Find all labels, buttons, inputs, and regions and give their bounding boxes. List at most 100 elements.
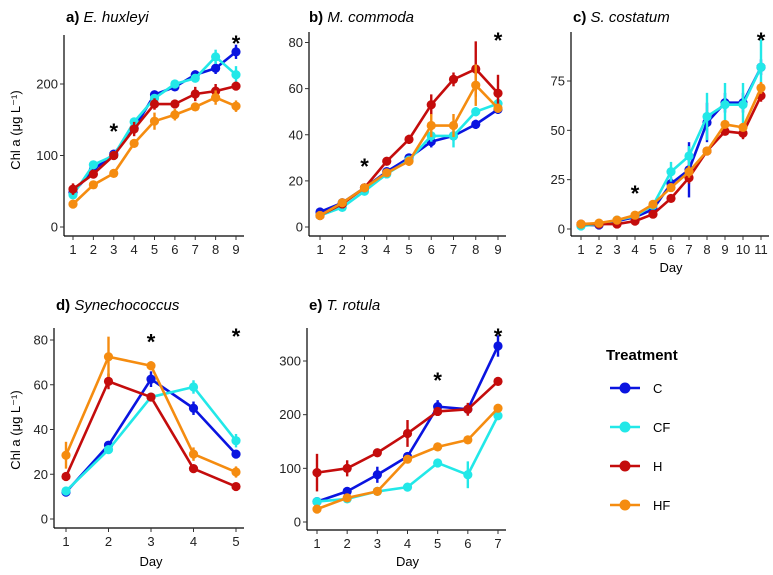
data-point: [109, 150, 119, 161]
panel-title: e) T. rotula: [309, 297, 380, 314]
significance-marker: *: [433, 368, 442, 393]
series-HF: [315, 64, 503, 221]
x-tick-label: 5: [405, 242, 412, 257]
species-name: Synechococcus: [74, 297, 180, 314]
data-point: [312, 468, 322, 478]
series-H: [61, 373, 241, 492]
x-tick-label: 3: [147, 534, 154, 549]
data-point: [372, 486, 382, 497]
data-point: [720, 119, 730, 130]
data-point: [448, 74, 459, 84]
x-tick-label: 10: [736, 242, 750, 257]
y-tick-label: 20: [34, 467, 48, 482]
data-point: [382, 168, 392, 178]
panel-title: c) S. costatum: [573, 9, 670, 26]
y-tick-label: 0: [558, 222, 565, 237]
y-tick-label: 80: [289, 35, 303, 50]
x-tick-label: 1: [313, 536, 320, 551]
data-point: [88, 160, 98, 170]
y-tick-label: 40: [289, 127, 303, 142]
data-point: [666, 193, 676, 204]
y-tick-label: 0: [51, 220, 58, 235]
data-point: [231, 47, 241, 57]
data-point: [190, 89, 200, 99]
x-tick-label: 2: [105, 534, 112, 549]
panel-letter: e): [309, 297, 327, 314]
data-point: [738, 122, 748, 132]
series-HF: [312, 403, 503, 514]
series-H: [68, 81, 241, 195]
legend-item-HF: HF: [610, 498, 670, 513]
significance-marker: *: [232, 324, 241, 349]
data-point: [720, 100, 730, 110]
data-point: [630, 210, 640, 220]
data-point: [702, 111, 712, 122]
series-line: [580, 87, 763, 226]
y-tick-label: 20: [289, 173, 303, 188]
data-point: [372, 448, 382, 458]
data-point: [648, 209, 658, 219]
x-tick-label: 4: [631, 242, 638, 257]
panel-letter: b): [309, 9, 327, 26]
y-tick-label: 60: [289, 81, 303, 96]
y-axis-label: Chl a (μg L⁻¹): [8, 390, 23, 469]
data-point: [149, 116, 160, 126]
data-point: [702, 146, 712, 156]
data-point: [190, 73, 200, 83]
data-point: [493, 88, 503, 98]
data-point: [493, 341, 503, 351]
x-tick-label: 9: [494, 242, 501, 257]
data-point: [312, 497, 322, 507]
x-tick-label: 1: [69, 242, 76, 257]
data-point: [493, 411, 503, 421]
significance-marker: *: [494, 324, 503, 349]
series-HF: [61, 336, 241, 478]
species-name: E. huxleyi: [84, 9, 150, 26]
series-C: [576, 59, 766, 230]
y-tick-label: 200: [36, 77, 58, 92]
data-point: [426, 120, 436, 131]
species-name: M. commoda: [327, 9, 414, 26]
data-point: [426, 100, 436, 110]
data-point: [170, 79, 180, 89]
x-tick-label: 7: [450, 242, 457, 257]
y-axis-label: Chl a (μg L⁻¹): [8, 90, 23, 169]
legend-marker: [619, 460, 631, 472]
significance-marker: *: [757, 28, 766, 53]
data-point: [648, 199, 658, 209]
x-tick-label: 6: [171, 242, 178, 257]
data-point: [666, 167, 676, 177]
data-point: [463, 435, 473, 445]
x-tick-label: 1: [577, 242, 584, 257]
data-point: [146, 361, 156, 371]
x-tick-label: 11: [754, 242, 768, 257]
legend-item-CF: CF: [610, 420, 670, 435]
data-point: [493, 376, 503, 386]
x-tick-label: 6: [667, 242, 674, 257]
data-point: [382, 156, 392, 166]
x-tick-label: 5: [232, 534, 239, 549]
data-point: [684, 151, 694, 161]
data-point: [433, 406, 443, 417]
data-point: [312, 504, 322, 514]
data-point: [231, 481, 241, 492]
y-tick-label: 200: [279, 407, 301, 422]
x-tick-label: 4: [131, 242, 138, 257]
series-H: [315, 41, 503, 221]
y-tick-label: 40: [34, 422, 48, 437]
legend-marker: [619, 382, 631, 394]
panel-e: e) T. rotula 0 100 200 300 1 2 3 4 5 6 7 Day * *: [279, 297, 506, 569]
data-point: [146, 392, 156, 402]
x-tick-label: 3: [613, 242, 620, 257]
data-point: [448, 120, 459, 131]
data-point: [493, 103, 503, 113]
data-point: [433, 458, 443, 468]
x-tick-label: 9: [721, 242, 728, 257]
y-tick-label: 0: [296, 220, 303, 235]
data-point: [188, 449, 199, 459]
panel-letter: c): [573, 9, 591, 26]
data-point: [103, 352, 114, 362]
x-tick-label: 1: [316, 242, 323, 257]
x-tick-label: 2: [339, 242, 346, 257]
data-point: [170, 110, 180, 120]
